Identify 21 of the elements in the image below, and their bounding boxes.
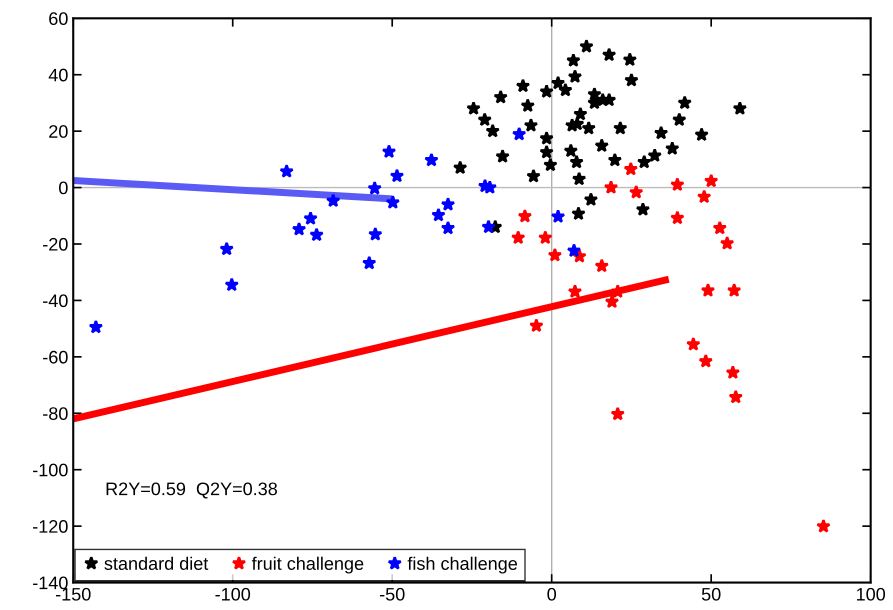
x-tick-label: -50: [380, 588, 405, 601]
x-tick-label: 50: [702, 588, 721, 601]
y-tick-label: -100: [33, 464, 68, 476]
x-tick-label: 0: [547, 588, 556, 601]
y-tick-label: -140: [33, 576, 68, 590]
y-tick-label: -80: [43, 407, 68, 420]
legend-label: standard diet: [104, 556, 208, 570]
legend-label: fish challenge: [408, 556, 517, 574]
x-tick-label: 100: [856, 588, 886, 601]
y-tick-label: 60: [49, 12, 68, 26]
y-tick-label: 40: [48, 68, 68, 82]
x-tick-label: -100: [215, 588, 250, 601]
y-tick-label: -20: [43, 238, 68, 251]
y-tick-label: 20: [49, 125, 68, 138]
x-tick-label: -150: [56, 588, 91, 601]
y-tick-label: 0: [59, 182, 68, 194]
annotation: R2Y=0.59 Q2Y=0.38: [106, 482, 277, 498]
y-tick-label: -40: [43, 294, 68, 308]
y-tick-label: -120: [33, 520, 68, 533]
y-tick-label: -60: [43, 350, 68, 364]
legend-label: fruit challenge: [252, 556, 364, 574]
